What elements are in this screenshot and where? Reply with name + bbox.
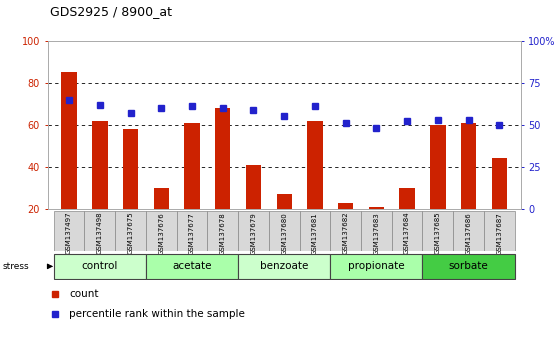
FancyBboxPatch shape [146, 254, 238, 279]
Text: GSM137678: GSM137678 [220, 212, 226, 255]
Bar [153, 188, 169, 209]
Bar [246, 165, 261, 209]
Bar [215, 108, 230, 209]
Text: GSM137685: GSM137685 [435, 212, 441, 255]
Bar [62, 72, 77, 209]
Text: stress: stress [3, 262, 30, 271]
FancyBboxPatch shape [269, 211, 300, 251]
Text: sorbate: sorbate [449, 261, 488, 272]
FancyBboxPatch shape [453, 211, 484, 251]
Text: GSM137687: GSM137687 [496, 212, 502, 255]
Text: GSM137681: GSM137681 [312, 212, 318, 255]
Text: GSM137498: GSM137498 [97, 212, 103, 255]
FancyBboxPatch shape [392, 211, 422, 251]
Bar [338, 202, 353, 209]
Text: GSM137680: GSM137680 [281, 212, 287, 255]
FancyBboxPatch shape [330, 254, 422, 279]
FancyBboxPatch shape [330, 211, 361, 251]
Text: count: count [69, 289, 99, 299]
Bar [368, 207, 384, 209]
FancyBboxPatch shape [238, 254, 330, 279]
Text: GSM137676: GSM137676 [158, 212, 164, 255]
FancyBboxPatch shape [300, 211, 330, 251]
Text: GSM137675: GSM137675 [128, 212, 134, 255]
Text: GSM137686: GSM137686 [465, 212, 472, 255]
Text: GSM137682: GSM137682 [343, 212, 349, 255]
Bar [92, 121, 108, 209]
Text: benzoate: benzoate [260, 261, 309, 272]
Text: GDS2925 / 8900_at: GDS2925 / 8900_at [50, 5, 172, 18]
Text: propionate: propionate [348, 261, 405, 272]
Bar [492, 159, 507, 209]
FancyBboxPatch shape [484, 211, 515, 251]
FancyBboxPatch shape [422, 211, 453, 251]
Text: GSM137679: GSM137679 [250, 212, 256, 255]
Text: GSM137497: GSM137497 [66, 212, 72, 255]
FancyBboxPatch shape [238, 211, 269, 251]
FancyBboxPatch shape [54, 254, 146, 279]
Text: GSM137684: GSM137684 [404, 212, 410, 255]
Text: acetate: acetate [172, 261, 212, 272]
Bar [461, 123, 476, 209]
FancyBboxPatch shape [361, 211, 392, 251]
Bar [307, 121, 323, 209]
Bar [123, 129, 138, 209]
Text: GSM137683: GSM137683 [374, 212, 379, 255]
FancyBboxPatch shape [146, 211, 176, 251]
FancyBboxPatch shape [422, 254, 515, 279]
Bar [399, 188, 415, 209]
Bar [184, 123, 200, 209]
Bar [430, 125, 446, 209]
FancyBboxPatch shape [115, 211, 146, 251]
Bar [277, 194, 292, 209]
Text: percentile rank within the sample: percentile rank within the sample [69, 309, 245, 319]
Text: control: control [82, 261, 118, 272]
FancyBboxPatch shape [54, 211, 85, 251]
FancyBboxPatch shape [85, 211, 115, 251]
FancyBboxPatch shape [207, 211, 238, 251]
FancyBboxPatch shape [176, 211, 207, 251]
Text: GSM137677: GSM137677 [189, 212, 195, 255]
